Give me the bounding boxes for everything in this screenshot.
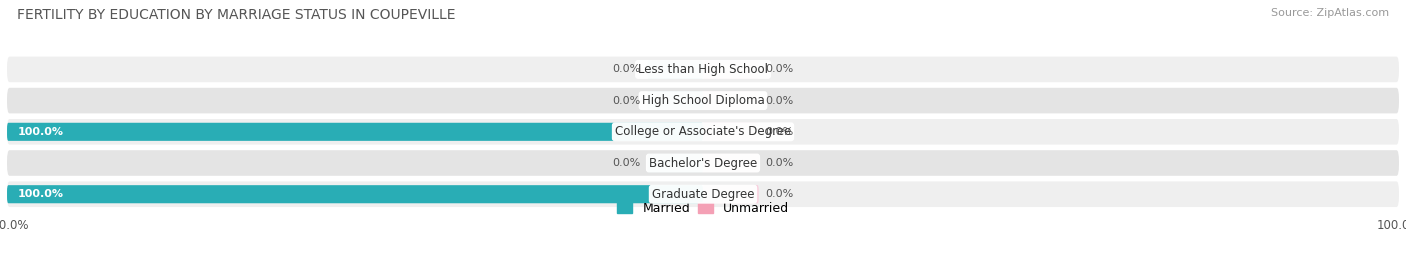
Text: High School Diploma: High School Diploma (641, 94, 765, 107)
Text: 0.0%: 0.0% (612, 158, 640, 168)
Text: 0.0%: 0.0% (766, 95, 794, 106)
Text: 100.0%: 100.0% (17, 127, 63, 137)
Text: 100.0%: 100.0% (17, 189, 63, 199)
FancyBboxPatch shape (647, 154, 703, 172)
Text: 0.0%: 0.0% (766, 158, 794, 168)
Text: Bachelor's Degree: Bachelor's Degree (650, 157, 756, 169)
Text: Graduate Degree: Graduate Degree (652, 188, 754, 201)
Text: Source: ZipAtlas.com: Source: ZipAtlas.com (1271, 8, 1389, 18)
FancyBboxPatch shape (703, 60, 759, 79)
FancyBboxPatch shape (7, 150, 1399, 176)
FancyBboxPatch shape (7, 56, 1399, 82)
Text: 0.0%: 0.0% (766, 189, 794, 199)
FancyBboxPatch shape (703, 91, 759, 110)
FancyBboxPatch shape (7, 119, 1399, 145)
Text: Less than High School: Less than High School (638, 63, 768, 76)
Text: 0.0%: 0.0% (612, 64, 640, 75)
FancyBboxPatch shape (703, 185, 759, 203)
FancyBboxPatch shape (647, 91, 703, 110)
FancyBboxPatch shape (7, 88, 1399, 114)
Text: 0.0%: 0.0% (612, 95, 640, 106)
FancyBboxPatch shape (7, 123, 703, 141)
Text: College or Associate's Degree: College or Associate's Degree (614, 125, 792, 138)
Legend: Married, Unmarried: Married, Unmarried (616, 201, 790, 216)
Text: FERTILITY BY EDUCATION BY MARRIAGE STATUS IN COUPEVILLE: FERTILITY BY EDUCATION BY MARRIAGE STATU… (17, 8, 456, 22)
Text: 0.0%: 0.0% (766, 127, 794, 137)
FancyBboxPatch shape (647, 60, 703, 79)
Text: 0.0%: 0.0% (766, 64, 794, 75)
FancyBboxPatch shape (703, 123, 759, 141)
FancyBboxPatch shape (7, 181, 1399, 207)
FancyBboxPatch shape (7, 185, 703, 203)
FancyBboxPatch shape (703, 154, 759, 172)
